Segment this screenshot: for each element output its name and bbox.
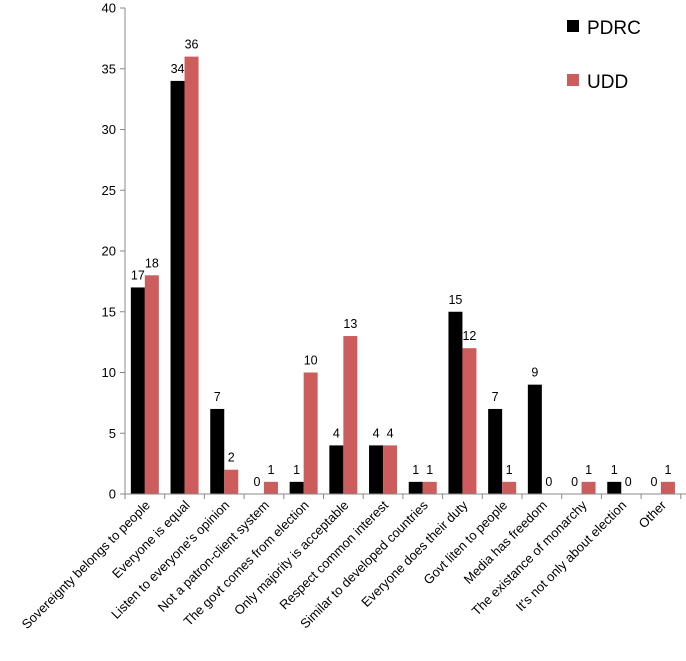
y-tick-label: 10 [102,365,116,380]
data-label-pdrc: 34 [171,62,185,76]
data-label-pdrc: 17 [131,268,145,282]
bar-udd [224,469,239,494]
bar-udd [422,481,437,494]
data-label-udd: 1 [664,463,671,477]
y-tick-label: 5 [109,426,116,441]
data-label-udd: 1 [267,463,274,477]
y-tick-label: 35 [102,61,116,76]
legend-label-pdrc: PDRC [587,18,641,39]
data-label-pdrc: 0 [650,475,657,489]
bar-udd [383,445,398,494]
bar-udd [263,481,278,494]
bar-udd [184,56,199,494]
y-axis: 0 5 10 15 20 25 30 35 40 [102,1,126,502]
bar-pdrc [369,445,384,494]
y-tick-label: 25 [102,183,116,198]
bar-udd [144,275,159,494]
data-label-udd: 10 [304,354,318,368]
data-label-udd: 36 [185,38,199,52]
data-label-udd: 12 [462,329,476,343]
data-label-pdrc: 15 [448,293,462,307]
data-label-pdrc: 7 [214,390,221,404]
bar-udd [303,372,318,494]
data-label-udd: 13 [343,317,357,331]
bar-pdrc [408,481,423,494]
bar-pdrc [448,311,463,494]
bar-udd [581,481,596,494]
legend-swatch-pdrc [567,20,579,32]
data-label-pdrc: 1 [293,463,300,477]
legend-label-udd: UDD [587,72,628,93]
data-label-pdrc: 0 [571,475,578,489]
y-tick-label: 40 [102,1,116,16]
data-label-pdrc: 4 [373,426,380,440]
data-label-pdrc: 1 [412,463,419,477]
y-tick-label: 20 [102,244,116,259]
data-label-pdrc: 0 [253,475,260,489]
y-tick-label: 0 [109,487,116,502]
data-label-udd: 1 [506,463,513,477]
bar-pdrc [170,80,185,495]
bar-pdrc [210,408,225,494]
bar-udd [660,481,675,494]
bar-pdrc [607,481,622,494]
bar-udd [502,481,517,494]
legend: PDRC UDD [567,18,641,93]
y-tick-label: 30 [102,122,116,137]
bar-pdrc [130,287,145,494]
legend-swatch-udd [567,74,579,86]
data-label-pdrc: 7 [492,390,499,404]
bar-pdrc [488,408,503,494]
data-label-udd: 18 [145,256,159,270]
bar-pdrc [329,445,344,494]
data-label-udd: 1 [585,463,592,477]
data-label-pdrc: 1 [611,463,618,477]
data-label-udd: 4 [387,426,394,440]
data-label-udd: 0 [625,475,632,489]
data-label-udd: 2 [228,451,235,465]
bar-udd [462,348,477,494]
data-label-pdrc: 9 [531,366,538,380]
x-category-label: Other [635,497,669,531]
bar-pdrc [527,384,542,494]
data-label-udd: 0 [545,475,552,489]
bar-pdrc [289,481,304,494]
data-label-udd: 1 [426,463,433,477]
bar-udd [343,336,358,494]
bars [130,56,675,495]
data-label-pdrc: 4 [333,426,340,440]
y-tick-label: 15 [102,304,116,319]
